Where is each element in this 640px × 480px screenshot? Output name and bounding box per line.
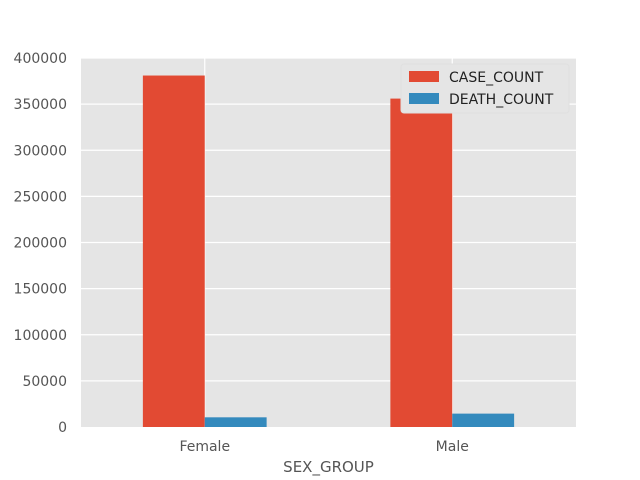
x-tick-label: Female [179, 439, 230, 455]
y-tick-label: 250000 [14, 189, 67, 205]
legend-label: DEATH_COUNT [449, 92, 554, 108]
y-tick-label: 350000 [14, 97, 67, 113]
x-axis-ticks: Female Male [179, 439, 468, 455]
x-tick-label: Male [436, 439, 469, 455]
y-tick-label: 300000 [14, 143, 67, 159]
x-axis-label: SEX_GROUP [283, 458, 374, 477]
y-tick-label: 100000 [14, 328, 67, 344]
y-axis-ticks: 0 50000 100000 150000 200000 250000 300000 3500… [14, 51, 67, 436]
bar-case-count-female [142, 75, 205, 427]
bar-case-count-male [390, 98, 453, 427]
y-tick-label: 200000 [14, 236, 67, 252]
bar-death-count-female [204, 417, 267, 427]
bar-death-count-male [452, 413, 515, 427]
legend-swatch [409, 71, 439, 82]
legend-label: CASE_COUNT [449, 70, 544, 86]
y-tick-label: 0 [58, 420, 67, 436]
legend-swatch [409, 93, 439, 104]
legend-box [400, 63, 570, 114]
legend: CASE_COUNT DEATH_COUNT [400, 63, 570, 114]
bars [142, 75, 515, 427]
y-tick-label: 400000 [14, 51, 67, 67]
y-tick-label: 150000 [14, 282, 67, 298]
y-tick-label: 50000 [22, 374, 67, 390]
